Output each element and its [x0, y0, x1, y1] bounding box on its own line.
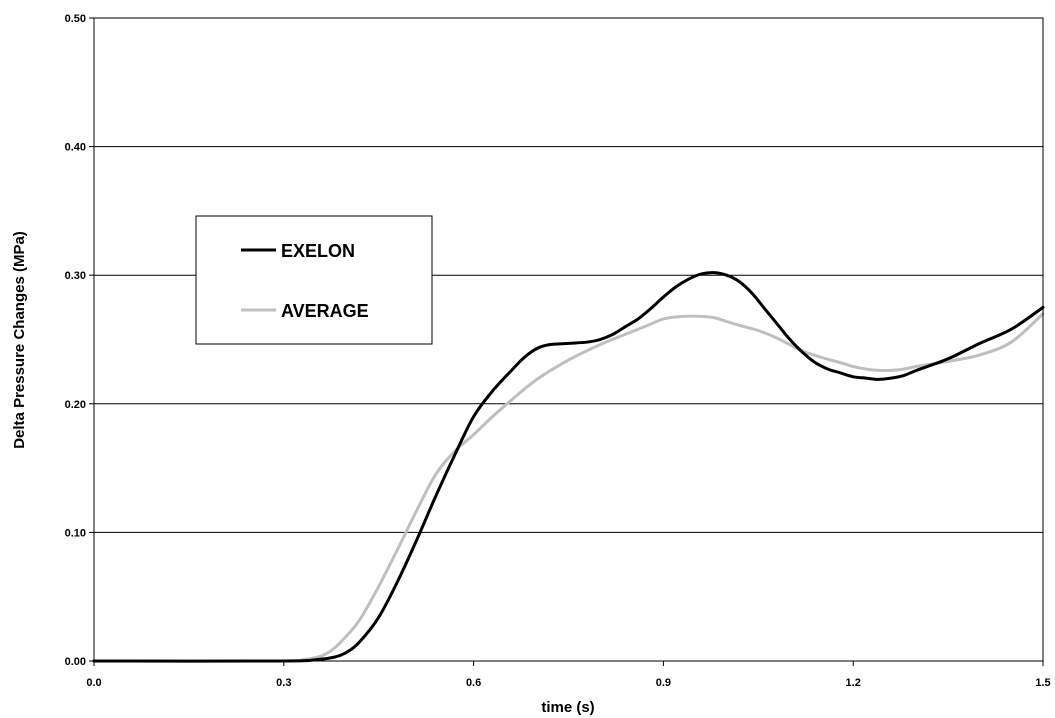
x-tick-label: 0.3 [276, 677, 291, 689]
legend-box [195, 215, 433, 345]
y-axis-title: Delta Pressure Changes (MPa) [11, 231, 28, 449]
plot-area-frame [93, 17, 1044, 662]
x-axis-ticks: 0.0 0.3 0.6 0.9 1.2 1.5 [86, 661, 1051, 689]
x-tick-label: 1.5 [1035, 677, 1050, 689]
legend-label-average: AVERAGE [281, 301, 369, 321]
y-tick-label: 0.20 [65, 399, 86, 411]
x-tick-label: 1.2 [846, 677, 861, 689]
y-tick-label: 0.00 [65, 656, 86, 668]
y-axis-ticks: 0.00 0.10 0.20 0.30 0.40 0.50 [65, 13, 94, 668]
x-axis-title: time (s) [541, 699, 594, 716]
x-tick-label: 0.9 [656, 677, 671, 689]
y-tick-label: 0.10 [65, 527, 86, 539]
x-tick-label: 0.6 [466, 677, 481, 689]
series-layer [92, 271, 1045, 663]
y-tick-label: 0.40 [65, 142, 86, 154]
series-line-exelon [92, 271, 1045, 663]
series-line-average [92, 312, 1045, 663]
y-tick-label: 0.50 [65, 13, 86, 25]
y-tick-label: 0.30 [65, 270, 86, 282]
x-tick-label: 0.0 [86, 677, 101, 689]
legend: EXELON AVERAGE [195, 215, 433, 345]
legend-label-exelon: EXELON [281, 241, 355, 261]
